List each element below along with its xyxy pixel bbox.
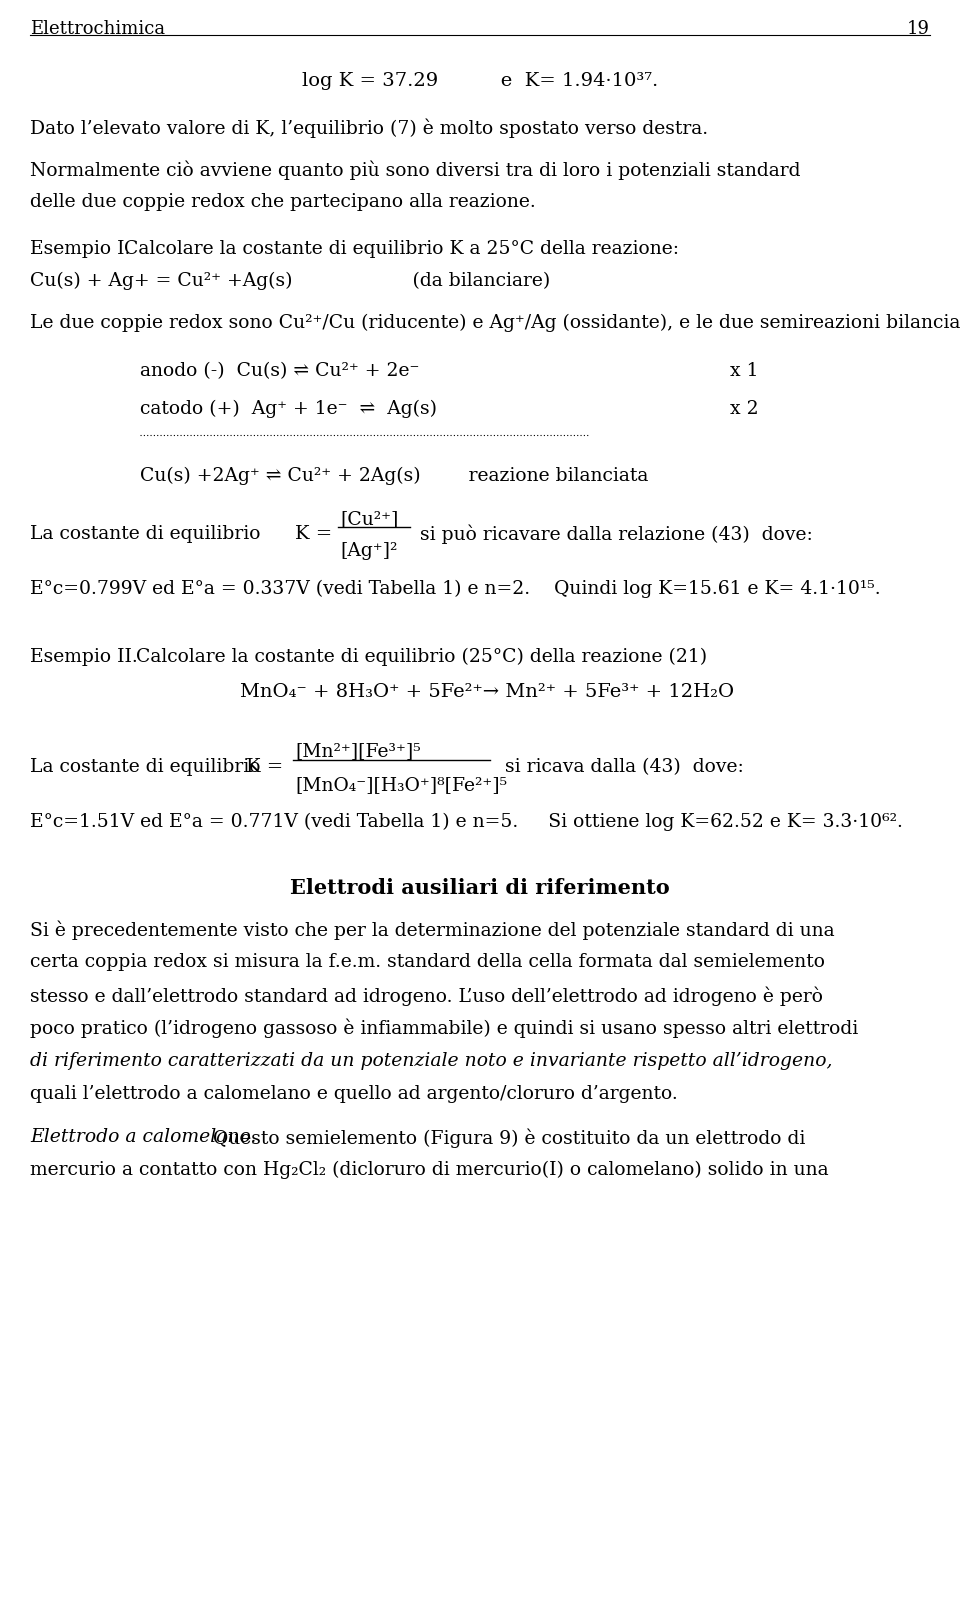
- Text: MnO₄⁻ + 8H₃O⁺ + 5Fe²⁺→ Mn²⁺ + 5Fe³⁺ + 12H₂O: MnO₄⁻ + 8H₃O⁺ + 5Fe²⁺→ Mn²⁺ + 5Fe³⁺ + 12…: [240, 683, 734, 701]
- Text: [MnO₄⁻][H₃O⁺]⁸[Fe²⁺]⁵: [MnO₄⁻][H₃O⁺]⁸[Fe²⁺]⁵: [295, 776, 507, 794]
- Text: La costante di equilibrio: La costante di equilibrio: [30, 759, 260, 776]
- Text: Si è precedentemente visto che per la determinazione del potenziale standard di : Si è precedentemente visto che per la de…: [30, 919, 834, 940]
- Text: Calcolare la costante di equilibrio K a 25°C della reazione:: Calcolare la costante di equilibrio K a …: [118, 239, 679, 259]
- Text: Dato l’elevato valore di K, l’equilibrio (7) è molto spostato verso destra.: Dato l’elevato valore di K, l’equilibrio…: [30, 117, 708, 138]
- Text: Calcolare la costante di equilibrio (25°C) della reazione (21): Calcolare la costante di equilibrio (25°…: [130, 648, 708, 667]
- Text: [Ag⁺]²: [Ag⁺]²: [340, 542, 397, 559]
- Text: Esempio I.: Esempio I.: [30, 239, 131, 259]
- Text: log K = 37.29          e  K= 1.94·10³⁷.: log K = 37.29 e K= 1.94·10³⁷.: [301, 72, 659, 90]
- Text: Elettrochimica: Elettrochimica: [30, 19, 165, 39]
- Text: [Mn²⁺][Fe³⁺]⁵: [Mn²⁺][Fe³⁺]⁵: [295, 742, 420, 760]
- Text: K =: K =: [246, 759, 290, 776]
- Text: Cu(s) + Ag+ = Cu²⁺ +Ag(s)                    (da bilanciare): Cu(s) + Ag+ = Cu²⁺ +Ag(s) (da bilanciare…: [30, 272, 550, 291]
- Text: delle due coppie redox che partecipano alla reazione.: delle due coppie redox che partecipano a…: [30, 193, 536, 211]
- Text: La costante di equilibrio: La costante di equilibrio: [30, 525, 260, 543]
- Text: certa coppia redox si misura la f.e.m. standard della cella formata dal semielem: certa coppia redox si misura la f.e.m. s…: [30, 953, 825, 971]
- Text: 19: 19: [907, 19, 930, 39]
- Text: di riferimento caratterizzati da un potenziale noto e invariante rispetto all’id: di riferimento caratterizzati da un pote…: [30, 1053, 832, 1070]
- Text: Cu(s) +2Ag⁺ ⇌ Cu²⁺ + 2Ag(s)        reazione bilanciata: Cu(s) +2Ag⁺ ⇌ Cu²⁺ + 2Ag(s) reazione bil…: [140, 468, 648, 485]
- Text: si ricava dalla (43)  dove:: si ricava dalla (43) dove:: [505, 759, 744, 776]
- Text: Elettrodo a calomelano.: Elettrodo a calomelano.: [30, 1128, 256, 1146]
- Text: E°⁣c=0.799V ed E°⁣a = 0.337V (vedi Tabella 1) e n=2.    Quindi log K=15.61 e K= : E°⁣c=0.799V ed E°⁣a = 0.337V (vedi Tabel…: [30, 580, 880, 598]
- Text: [Cu²⁺]: [Cu²⁺]: [340, 509, 398, 529]
- Text: anodo (-)  Cu(s) ⇌ Cu²⁺ + 2e⁻: anodo (-) Cu(s) ⇌ Cu²⁺ + 2e⁻: [140, 362, 420, 379]
- Text: Esempio II.: Esempio II.: [30, 648, 137, 665]
- Text: E°⁣c=1.51V ed E°⁣a = 0.771V (vedi Tabella 1) e n=5.     Si ottiene log K=62.52 e: E°⁣c=1.51V ed E°⁣a = 0.771V (vedi Tabell…: [30, 813, 902, 831]
- Text: Questo semielemento (Figura 9) è costituito da un elettrodo di: Questo semielemento (Figura 9) è costitu…: [207, 1128, 805, 1147]
- Text: stesso e dall’elettrodo standard ad idrogeno. L’uso dell’elettrodo ad idrogeno è: stesso e dall’elettrodo standard ad idro…: [30, 987, 823, 1006]
- Text: Elettrodi ausiliari di riferimento: Elettrodi ausiliari di riferimento: [290, 877, 670, 898]
- Text: si può ricavare dalla relazione (43)  dove:: si può ricavare dalla relazione (43) dov…: [420, 525, 813, 545]
- Text: Le due coppie redox sono Cu²⁺/Cu (riducente) e Ag⁺/Ag (ossidante), e le due semi: Le due coppie redox sono Cu²⁺/Cu (riduce…: [30, 313, 960, 333]
- Text: quali l’elettrodo a calomelano e quello ad argento/cloruro d’argento.: quali l’elettrodo a calomelano e quello …: [30, 1085, 678, 1102]
- Text: Normalmente ciò avviene quanto più sono diversi tra di loro i potenziali standar: Normalmente ciò avviene quanto più sono …: [30, 161, 801, 180]
- Text: x 1: x 1: [730, 362, 758, 379]
- Text: mercurio a contatto con Hg₂Cl₂ (dicloruro di mercurio(I) o calomelano) solido in: mercurio a contatto con Hg₂Cl₂ (diclorur…: [30, 1160, 828, 1180]
- Text: K =: K =: [295, 525, 339, 543]
- Text: poco pratico (l’idrogeno gassoso è infiammabile) e quindi si usano spesso altri : poco pratico (l’idrogeno gassoso è infia…: [30, 1019, 858, 1038]
- Text: catodo (+)  Ag⁺ + 1e⁻  ⇌  Ag(s): catodo (+) Ag⁺ + 1e⁻ ⇌ Ag(s): [140, 400, 437, 418]
- Text: x 2: x 2: [730, 400, 758, 418]
